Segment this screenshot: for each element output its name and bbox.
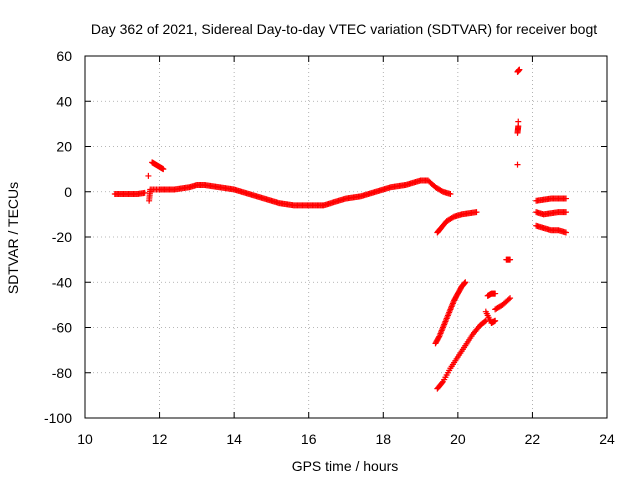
data-point [562,209,569,216]
data-point [505,296,512,303]
series-arc-19-4-20-2-steep [432,279,469,347]
tick-labels: 10 12 14 16 18 20 22 24 -100 -80 -60 -40 -20 0 20 40 60 [44,48,615,447]
x-tick-label: 10 [77,431,93,447]
data-point [462,279,469,286]
data-point [145,172,152,179]
y-tick-label: 60 [56,48,72,64]
data-point [481,318,488,325]
data-points [111,66,569,392]
data-point [515,118,522,125]
series-short-arc-12h [149,159,167,173]
x-axis-title: GPS time / hours [292,458,399,474]
data-point [447,191,454,198]
x-tick-label: 22 [525,431,541,447]
y-tick-label: -80 [52,365,72,381]
y-tick-label: -100 [44,410,72,426]
x-tick-label: 20 [450,431,466,447]
series-main-arc [111,172,454,209]
data-point [439,379,446,386]
x-tick-label: 24 [599,431,615,447]
data-point [461,280,468,287]
series-arc-19-5-20-6-upper [434,209,480,236]
x-tick-label: 12 [152,431,168,447]
data-point [160,166,167,173]
data-point [141,189,148,196]
data-point [492,290,499,297]
data-point [516,66,523,73]
data-point [562,229,569,236]
data-point [562,195,569,202]
y-tick-label: -60 [52,320,72,336]
series-arcs-after-22h [533,195,569,236]
y-tick-label: 0 [64,184,72,200]
series-arc-19-4-20-8-low [434,317,489,392]
y-tick-label: -20 [52,229,72,245]
y-tick-label: 40 [56,93,72,109]
plot-frame [84,55,608,419]
grid-lines [85,56,607,418]
x-tick-label: 14 [226,431,242,447]
x-tick-label: 16 [301,431,317,447]
y-tick-label: 20 [56,139,72,155]
data-point [507,295,514,302]
data-point [492,317,499,324]
x-tick-label: 18 [375,431,391,447]
data-point [435,334,442,341]
series-late-short-arcs [482,66,523,326]
data-point [507,256,514,263]
data-point [514,161,521,168]
y-axis-title: SDTVAR / TECUs [5,182,21,294]
chart-title: Day 362 of 2021, Sidereal Day-to-day VTE… [91,21,597,37]
data-point [473,209,480,216]
y-tick-label: -40 [52,274,72,290]
